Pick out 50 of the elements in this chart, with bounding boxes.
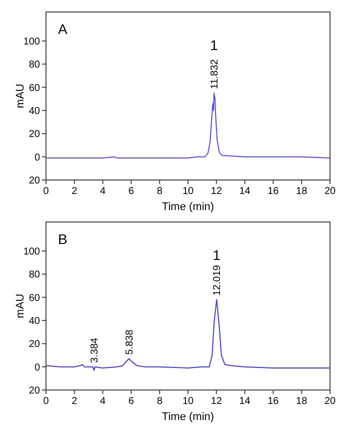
- x-tick-label: 8: [156, 396, 163, 407]
- annotation: 5.838: [124, 329, 136, 355]
- y-axis-title: mAU: [14, 294, 27, 318]
- x-tick-label: 6: [128, 186, 134, 197]
- x-tick-label: 16: [268, 186, 280, 197]
- annotation: 11.832: [210, 58, 221, 90]
- x-tick-label: 2: [72, 396, 78, 407]
- x-tick-label: 0: [43, 186, 50, 197]
- x-tick-label: 6: [128, 396, 134, 407]
- x-tick-label: 8: [156, 186, 163, 197]
- y-tick-label: 60: [28, 292, 40, 304]
- y-tick-label: 0: [34, 152, 40, 164]
- y-tick-label: 20: [28, 129, 40, 140]
- y-tick-label: 20: [28, 339, 40, 350]
- x-tick-label: 10: [182, 186, 194, 197]
- x-tick-label: 14: [239, 186, 251, 197]
- annotation: 1: [212, 247, 221, 263]
- y-tick-label: 80: [28, 60, 40, 71]
- x-tick-label: 12: [210, 396, 222, 407]
- text: A: [58, 21, 68, 37]
- y-tick-label: 100: [23, 246, 40, 258]
- x-axis-title: Time (min): [162, 201, 214, 213]
- y-tick-label: 40: [28, 316, 40, 327]
- y-tick-label: 60: [28, 82, 40, 94]
- x-tick-label: 20: [324, 186, 336, 197]
- y-tick-label: 20: [28, 386, 40, 396]
- x-tick-label: 12: [210, 186, 222, 197]
- y-axis-title: mAU: [14, 84, 27, 108]
- x-tick-label: 16: [268, 396, 280, 407]
- x-tick-label: 18: [296, 396, 308, 407]
- x-tick-label: 4: [100, 186, 106, 197]
- x-tick-label: 20: [324, 396, 336, 407]
- y-tick-label: 100: [23, 36, 40, 48]
- x-tick-label: 2: [72, 186, 78, 197]
- x-tick-label: 18: [296, 186, 308, 197]
- y-tick-label: 80: [28, 270, 40, 281]
- y-tick-label: 40: [28, 106, 40, 117]
- line-series: [46, 92, 330, 158]
- text: B: [58, 231, 68, 247]
- x-tick-label: 0: [43, 396, 50, 407]
- x-tick-label: 14: [239, 396, 251, 407]
- annotation: 1: [210, 37, 218, 53]
- x-tick-label: 4: [100, 396, 106, 407]
- y-tick-label: 20: [28, 176, 40, 186]
- x-tick-label: 10: [182, 396, 194, 407]
- annotation: 3.384: [90, 337, 101, 363]
- x-axis-title: Time (min): [162, 411, 214, 423]
- line-series: [46, 299, 330, 371]
- annotation: 12.019: [212, 264, 224, 296]
- y-tick-label: 0: [34, 362, 40, 374]
